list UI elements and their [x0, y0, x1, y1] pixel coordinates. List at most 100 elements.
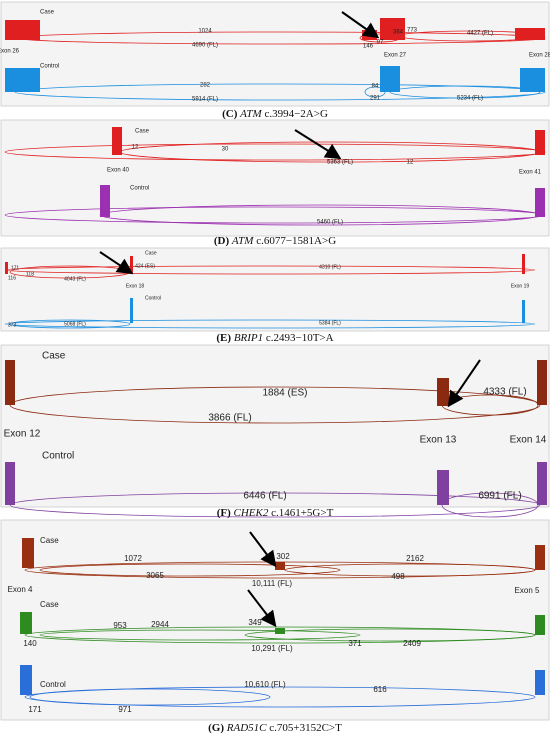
junction-count: 2162 — [406, 554, 424, 563]
panel-background — [0, 119, 550, 237]
exon-label: Exon 27 — [384, 53, 407, 59]
junction-count: 282 — [200, 83, 211, 89]
junction-count: 4690 (FL) — [192, 43, 218, 49]
exon-coverage — [5, 20, 40, 40]
exon-label: Exon 26 — [0, 49, 20, 55]
junction-count: 5068 (FL) — [64, 321, 86, 327]
panel-background — [0, 344, 550, 508]
exon-coverage — [437, 470, 449, 505]
caption: (F) CHEK2 c.1461+5G>T — [217, 507, 334, 519]
junction-count: 10,291 (FL) — [251, 644, 293, 653]
junction-count: 291 — [370, 96, 381, 102]
junction-count: 1024 — [198, 29, 212, 35]
junction-arc — [9, 319, 131, 329]
arrow — [99, 251, 134, 275]
junction-count: 4333 (FL) — [483, 387, 526, 398]
junction-count: 171 — [28, 705, 42, 714]
track-label: Control — [145, 295, 161, 301]
junction-count: 5234 (FL) — [457, 96, 483, 102]
track-label: Control — [40, 64, 59, 70]
track-label: Case — [42, 351, 66, 362]
caption-gene: CHEK2 — [234, 507, 269, 519]
junction-count: 6991 (FL) — [478, 491, 521, 502]
panel: Case 12 30 5363 (FL) 12 Control 5460 (FL) Exon … — [0, 119, 550, 247]
junction-count: 498 — [391, 572, 405, 581]
caption: (G) RAD51C c.705+3152C>T — [208, 722, 342, 734]
junction-count: 773 — [407, 28, 418, 34]
panel: Case 171 116 118 4043 (FL) 424 (ES) 4310 (FL) C… — [0, 247, 550, 344]
caption: (D) ATM c.6077−1581A>G — [214, 235, 336, 247]
caption-gene: ATM — [239, 108, 262, 120]
junction-count: 2409 — [403, 639, 421, 648]
junction-arc — [4, 319, 536, 329]
exon-coverage — [515, 28, 545, 40]
junction-count: 971 — [118, 705, 132, 714]
junction-count: 2944 — [151, 620, 169, 629]
junction-count: 118 — [26, 271, 34, 277]
caption-gene: ATM — [231, 235, 254, 247]
exon-label: Exon 13 — [420, 435, 457, 446]
junction-count: 616 — [373, 685, 387, 694]
exon-label: Exon 12 — [4, 429, 41, 440]
caption-gene: BRIP1 — [234, 332, 263, 344]
junction-count: 4043 (FL) — [64, 276, 86, 282]
junction-count: 5363 (FL) — [327, 160, 353, 166]
panel-background — [0, 247, 550, 332]
caption-label: (E) — [216, 332, 231, 344]
arrow — [294, 129, 342, 160]
exon-coverage — [20, 612, 32, 634]
caption: (E) BRIP1 c.2493−10T>A — [216, 332, 333, 344]
exon-coverage — [535, 188, 545, 217]
junction-count: 146 — [363, 44, 374, 50]
exon-coverage — [275, 628, 285, 634]
junction-count: 953 — [113, 621, 127, 630]
exon-coverage — [5, 462, 15, 505]
junction-count: 1884 (ES) — [262, 388, 307, 399]
caption-variant: c.3994−2A>G — [264, 108, 327, 120]
caption-variant: c.2493−10T>A — [266, 332, 334, 344]
junction-count: 84 — [372, 84, 379, 90]
track-label: Case — [40, 10, 55, 16]
exon-coverage — [130, 298, 133, 323]
exon-coverage — [535, 670, 545, 695]
exon-coverage — [535, 545, 545, 570]
junction-count: 12 — [132, 145, 139, 151]
junction-count: 3065 — [146, 571, 164, 580]
track-label: Case — [40, 536, 59, 545]
exon-coverage — [5, 360, 15, 405]
caption-label: (G) — [208, 722, 224, 734]
exon-coverage — [437, 378, 449, 406]
track-label: Control — [42, 451, 74, 462]
exon-coverage — [20, 665, 32, 695]
arrow — [247, 589, 277, 628]
exon-coverage — [112, 127, 122, 155]
arrow — [249, 531, 277, 568]
exon-coverage — [537, 360, 547, 405]
exon-label: Exon 4 — [8, 585, 33, 594]
arrow — [447, 359, 481, 408]
panel: Case 1884 (ES) 4333 (FL) 3866 (FL) Control 64… — [0, 344, 550, 519]
caption-variant: c.705+3152C>T — [269, 722, 342, 734]
caption-label: (F) — [217, 507, 231, 519]
exon-coverage — [535, 130, 545, 155]
junction-count: 3866 (FL) — [208, 413, 251, 424]
track-label: Case — [135, 129, 150, 135]
junction-count: 116 — [8, 275, 16, 281]
junction-count: 5384 (FL) — [319, 320, 341, 326]
junction-count: 302 — [276, 552, 290, 561]
exon-coverage — [520, 68, 545, 92]
exon-coverage — [380, 66, 400, 92]
junction-count: 4427 (FL) — [467, 31, 493, 37]
exon-label: Exon 14 — [510, 435, 547, 446]
junction-arc — [24, 686, 536, 708]
exon-coverage — [5, 262, 8, 274]
track-label: Control — [40, 680, 66, 689]
exon-label: Exon 41 — [519, 170, 542, 176]
junction-count: 424 (ES) — [135, 263, 155, 269]
junction-count: 364 — [393, 30, 404, 36]
exon-label: Exon 5 — [515, 586, 540, 595]
arrow — [341, 11, 380, 39]
junction-count: 349 — [248, 618, 262, 627]
